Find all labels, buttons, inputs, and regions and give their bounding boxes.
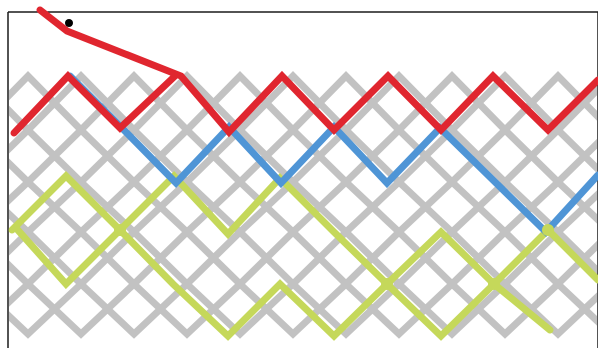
red-path[interactable]	[36, 6, 598, 138]
grid-path-2	[9, 125, 597, 187]
green-path-lower[interactable]	[8, 171, 598, 341]
grid-paths-layer	[9, 71, 597, 339]
green-junction-node-3[interactable]	[542, 224, 554, 236]
green-junction-node-1[interactable]	[381, 278, 393, 290]
grid-path-0	[9, 71, 597, 135]
grid-path-4	[9, 177, 597, 237]
grid-path-8	[9, 279, 597, 339]
cursor-dot-icon	[65, 19, 73, 27]
colored-paths-layer[interactable]	[8, 6, 598, 341]
green-junction-node-2[interactable]	[488, 278, 500, 290]
red-path-left-segment[interactable]	[10, 70, 179, 137]
grid-path-9	[9, 279, 597, 339]
grid-path-6	[9, 227, 597, 289]
green-junction-node-0[interactable]	[114, 224, 126, 236]
